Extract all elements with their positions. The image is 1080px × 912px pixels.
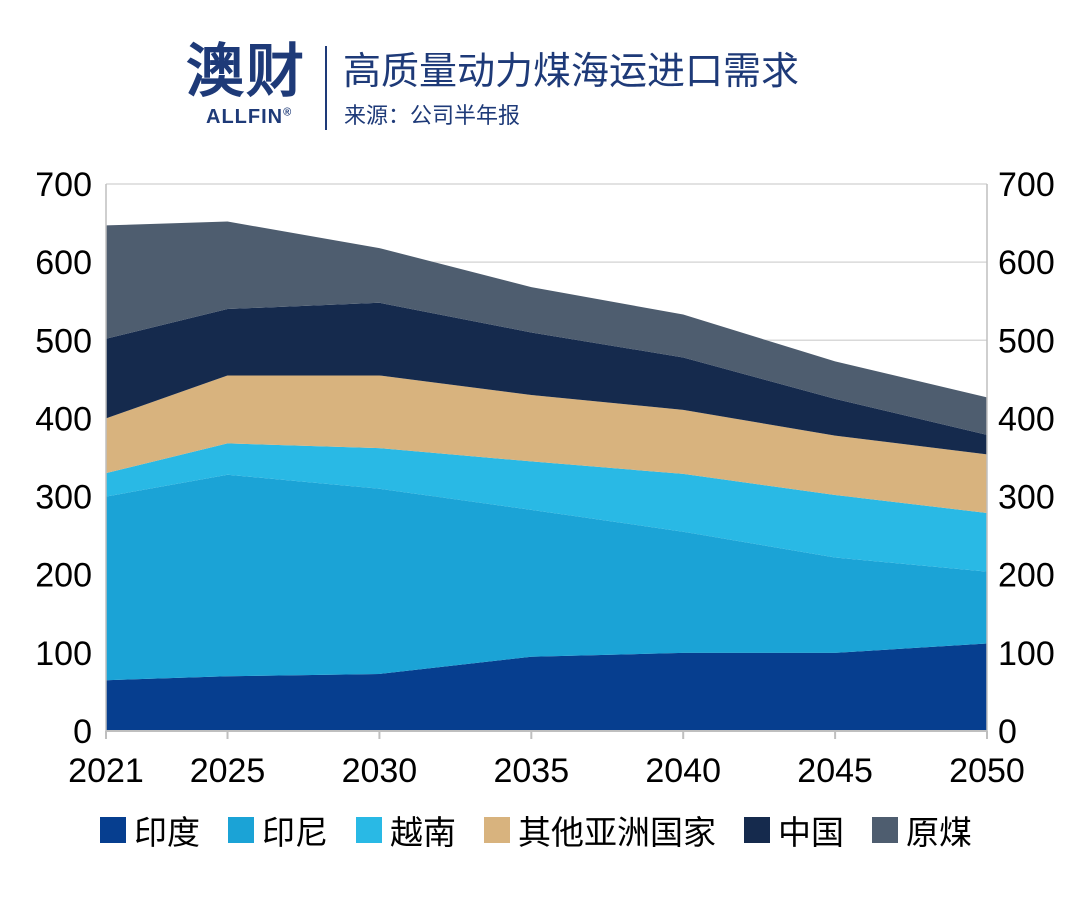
y-tick-label-left: 600 (35, 244, 92, 282)
y-tick-label-left: 400 (35, 400, 92, 438)
legend-swatch (744, 817, 770, 843)
area-其他亚洲国家 (106, 375, 987, 513)
y-tick-label-right: 300 (998, 479, 1055, 517)
x-tick-label: 2035 (493, 752, 569, 790)
y-tick-label-right: 0 (998, 713, 1017, 751)
legend-item: 印尼 (228, 806, 328, 854)
legend-item: 中国 (744, 806, 844, 854)
legend-swatch (872, 817, 898, 843)
x-tick-label: 2021 (68, 752, 144, 790)
y-tick-label-right: 600 (998, 244, 1055, 282)
x-tick-label: 2050 (949, 752, 1025, 790)
area-原煤 (106, 221, 987, 435)
area-越南 (106, 443, 987, 572)
x-tick-label: 2040 (645, 752, 721, 790)
legend-item: 越南 (356, 806, 456, 854)
brand-logo-text: ALLFIN® (206, 106, 292, 129)
y-tick-label-right: 200 (998, 557, 1055, 595)
x-tick-label: 2030 (342, 752, 418, 790)
brand-logo: 澳财 (186, 37, 307, 105)
y-tick-label-left: 200 (35, 557, 92, 595)
x-tick-label: 2025 (190, 752, 266, 790)
area-中国 (106, 302, 987, 455)
y-tick-label-left: 300 (35, 479, 92, 517)
chart-header: 澳财 ALLFIN® 高质量动力煤海运进口需求 来源：公司半年报 (0, 0, 1080, 140)
y-tick-label-left: 500 (35, 322, 92, 360)
legend-item: 原煤 (872, 806, 972, 854)
legend-swatch (100, 817, 126, 843)
area-series (106, 221, 987, 731)
legend-label: 中国 (778, 813, 844, 852)
chart-source: 来源：公司半年报 (344, 104, 521, 129)
y-tick-label-right: 100 (998, 635, 1055, 673)
y-tick-label-right: 700 (998, 166, 1055, 204)
x-tick-label: 2045 (797, 752, 873, 790)
legend-item: 印度 (100, 806, 200, 854)
chart-legend: 印度 印尼 越南 其他亚洲国家 中国 原煤 (100, 806, 1000, 854)
y-tick-label-right: 500 (998, 322, 1055, 360)
header-divider (325, 46, 327, 130)
registered-mark: ® (283, 106, 293, 119)
legend-label: 印度 (134, 813, 200, 852)
chart-title: 高质量动力煤海运进口需求 (343, 49, 800, 93)
legend-label: 印尼 (262, 813, 328, 852)
legend-label: 原煤 (906, 813, 972, 852)
legend-swatch (484, 817, 510, 843)
brand-logo-name: ALLFIN (206, 106, 284, 128)
y-tick-label-left: 700 (35, 166, 92, 204)
y-tick-label-left: 0 (73, 713, 92, 751)
area-印度 (106, 643, 987, 731)
legend-label: 其他亚洲国家 (518, 813, 716, 852)
axes: 0 0 100 100 200 200 300 300 400 400 500 500 600 600 70… (35, 166, 1054, 790)
y-tick-label-right: 400 (998, 400, 1055, 438)
legend-label: 越南 (390, 813, 456, 852)
area-印尼 (106, 474, 987, 681)
legend-item: 其他亚洲国家 (484, 806, 716, 854)
legend-swatch (228, 817, 254, 843)
y-tick-label-left: 100 (35, 635, 92, 673)
legend-swatch (356, 817, 382, 843)
